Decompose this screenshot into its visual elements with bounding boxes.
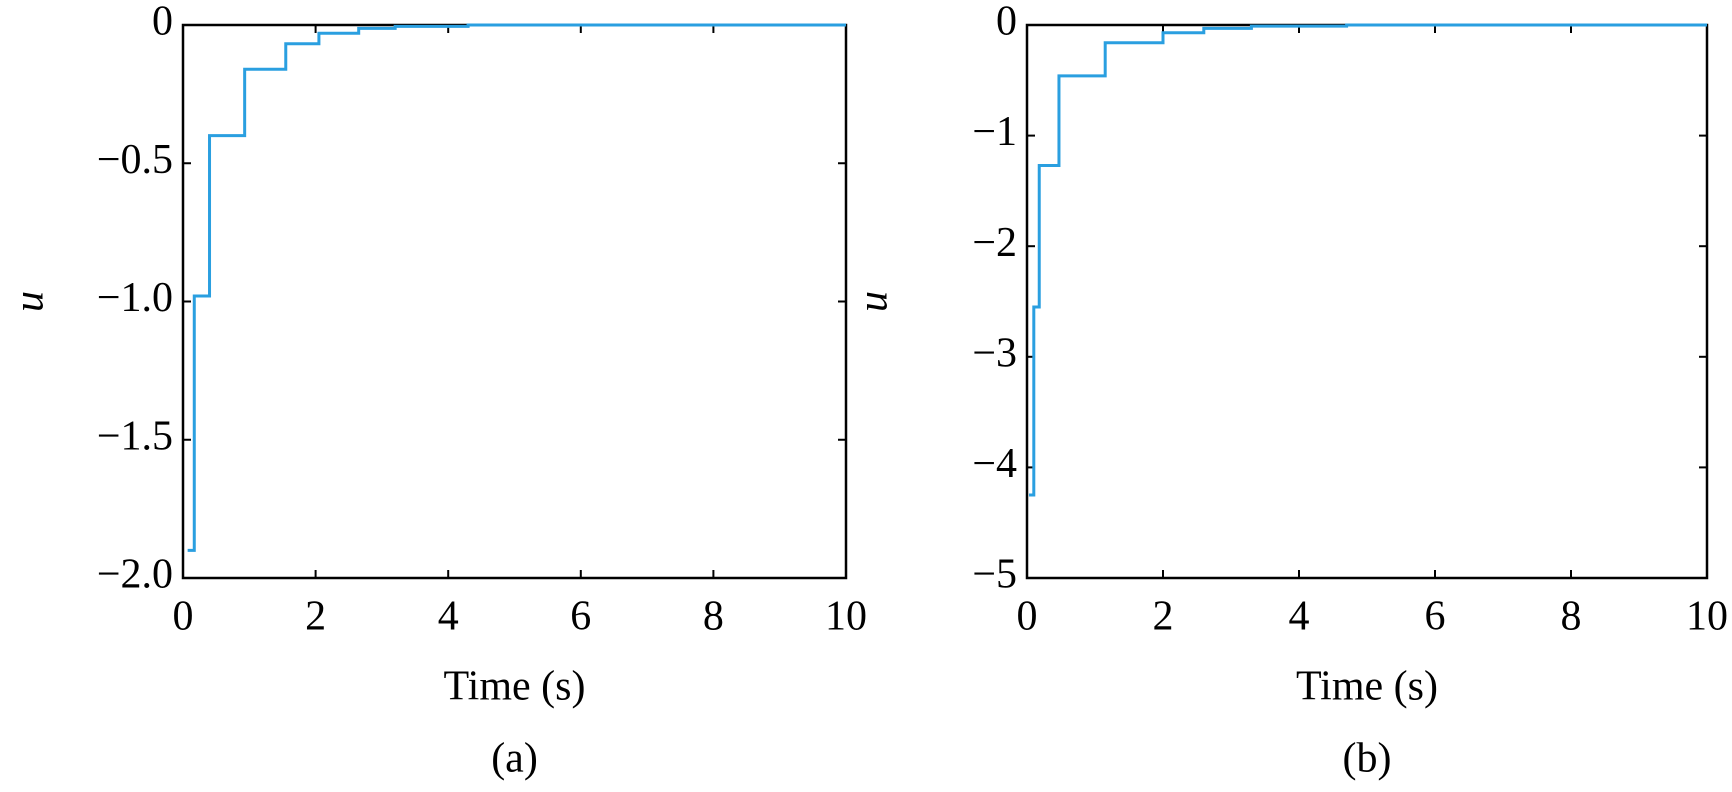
y-tick-label: −2.0 <box>97 552 173 598</box>
x-tick-label: 2 <box>305 594 326 640</box>
y-tick-label: −4 <box>972 441 1017 487</box>
x-tick-label: 4 <box>1289 594 1310 640</box>
x-tick-label: 10 <box>825 594 867 640</box>
caption: (a) <box>491 736 538 782</box>
data-line <box>187 23 846 552</box>
plot-frame <box>1025 23 1709 580</box>
y-tick-label: −5 <box>972 552 1017 598</box>
x-tick-label: 0 <box>173 594 194 640</box>
y-tick-label: −0.5 <box>97 137 173 183</box>
y-tick-label: −1.0 <box>97 275 173 321</box>
x-tick-label: 2 <box>1153 594 1174 640</box>
x-tick-label: 6 <box>570 594 591 640</box>
plot-frame <box>181 23 848 580</box>
x-tick-label: 8 <box>1561 594 1582 640</box>
y-tick-label: −2 <box>972 220 1017 266</box>
data-line <box>1029 23 1707 497</box>
caption: (b) <box>1343 736 1392 782</box>
y-tick-label: 0 <box>996 0 1017 45</box>
x-axis-label: Time (s) <box>444 664 586 710</box>
x-tick-label: 4 <box>438 594 459 640</box>
x-tick-label: 10 <box>1686 594 1728 640</box>
x-tick-label: 0 <box>1017 594 1038 640</box>
x-axis-label: Time (s) <box>1296 664 1438 710</box>
y-tick-label: −1 <box>972 109 1017 155</box>
y-tick-label: 0 <box>152 0 173 45</box>
x-tick-label: 6 <box>1425 594 1446 640</box>
y-axis-label: u <box>7 291 53 312</box>
y-tick-label: −3 <box>972 330 1017 376</box>
y-tick-label: −1.5 <box>97 413 173 459</box>
y-axis-label: u <box>851 291 897 312</box>
x-tick-label: 8 <box>703 594 724 640</box>
